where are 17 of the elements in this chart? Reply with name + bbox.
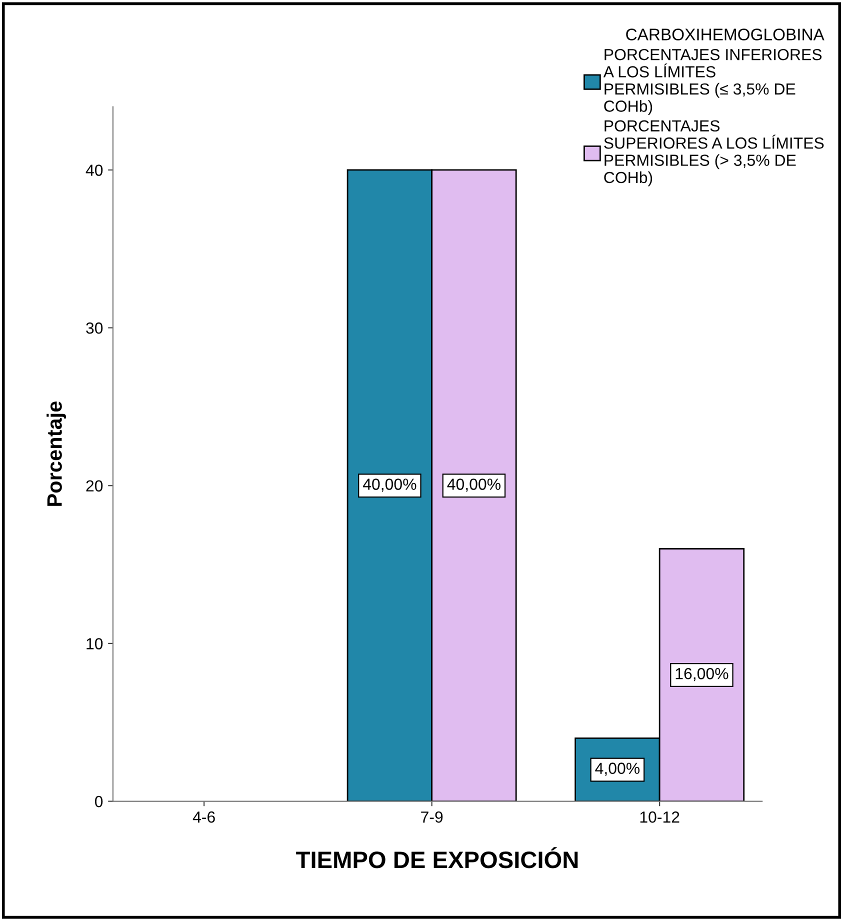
x-tick-label: 7-9	[421, 811, 443, 823]
x-tick-label: 4-6	[192, 811, 215, 823]
legend-title: CARBOXIHEMOGLOBINA	[626, 28, 824, 40]
x-axis-title: TIEMPO DE EXPOSICIÓN	[296, 847, 578, 868]
data-label: 16,00%	[676, 668, 728, 682]
legend-label: PORCENTAJES SUPERIORES A LOS LÍMITES PERMISIBLES (> 3,5% DE COHb)	[604, 120, 824, 186]
legend-label: PORCENTAJES INFERIORES A LOS LÍMITES PERMISIBLES (≤ 3,5% DE COHb)	[603, 48, 822, 116]
y-tick-label: 0	[94, 796, 103, 808]
data-label: 4,00%	[595, 762, 640, 776]
y-tick-label: 40	[86, 164, 103, 176]
data-label: 40,00%	[447, 478, 500, 492]
y-tick-label: 30	[86, 322, 103, 334]
y-tick-label: 20	[86, 480, 103, 492]
data-label: 40,00%	[362, 478, 416, 492]
x-tick-label: 10-12	[640, 811, 680, 823]
y-tick-label: 10	[86, 638, 103, 650]
y-axis-title: Porcentaje	[46, 401, 66, 506]
